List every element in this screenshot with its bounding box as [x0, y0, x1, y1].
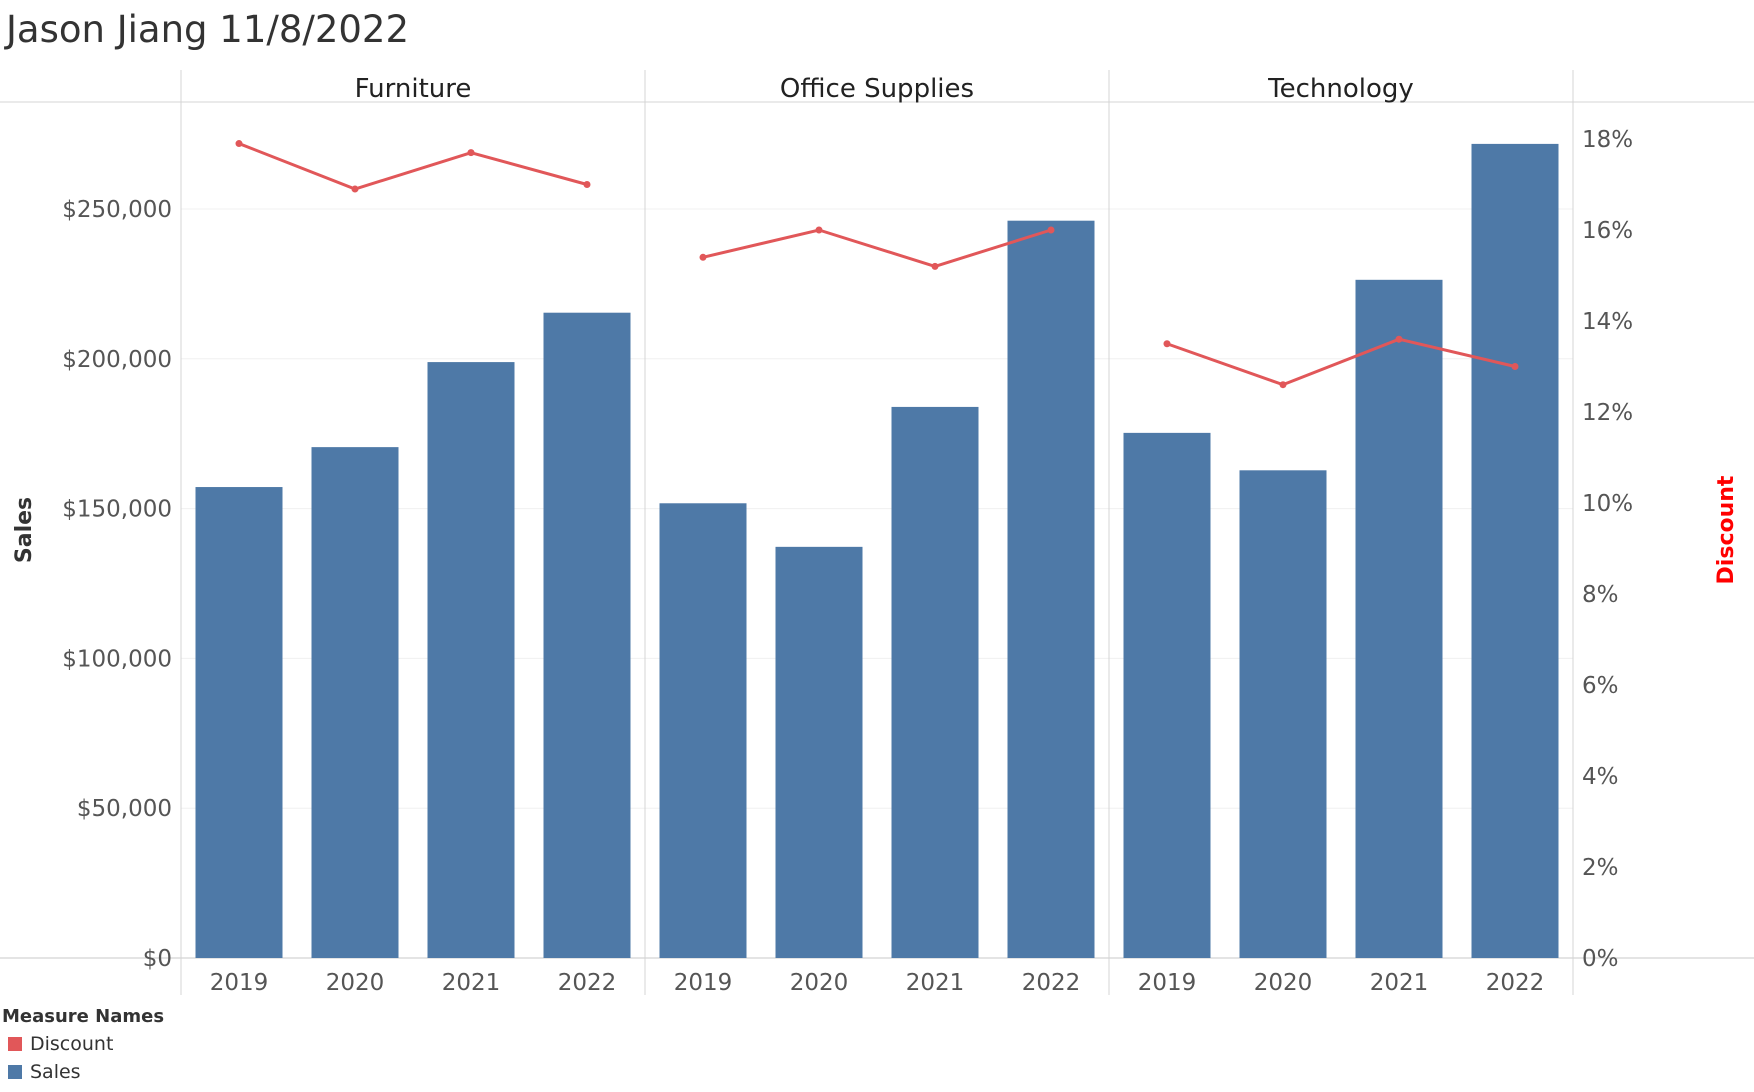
legend-label-sales: Sales	[30, 1061, 81, 1083]
y-right-tick-label-9: 18%	[1582, 127, 1633, 153]
x-tick-label-technology-2019: 2019	[1138, 970, 1197, 996]
discount-point-technology-2020	[1279, 381, 1287, 389]
bar-technology-2019	[1123, 432, 1211, 958]
x-tick-label-technology-2022: 2022	[1486, 970, 1545, 996]
y-right-tick-label-1: 2%	[1582, 855, 1619, 881]
y-left-axis-title: Sales	[12, 497, 37, 563]
y-right-axis-title: Discount	[1714, 475, 1739, 584]
bar-technology-2022	[1471, 143, 1559, 958]
discount-point-furniture-2021	[467, 149, 475, 157]
discount-point-technology-2021	[1395, 335, 1403, 343]
discount-point-furniture-2022	[583, 181, 591, 188]
bar-furniture-2021	[427, 362, 515, 958]
x-tick-label-technology-2020: 2020	[1254, 970, 1313, 996]
y-right-tick-label-3: 6%	[1582, 673, 1619, 699]
y-left-tick-label-4: $200,000	[62, 347, 172, 373]
legend: Measure Names Discount Sales	[2, 1006, 164, 1086]
discount-point-furniture-2020	[351, 185, 359, 193]
bar-technology-2021	[1355, 279, 1443, 958]
bar-furniture-2022	[543, 312, 631, 958]
panel-header-office-supplies: Office Supplies	[780, 74, 974, 104]
discount-point-office-supplies-2022	[1047, 226, 1055, 234]
discount-line-furniture	[238, 142, 588, 191]
bar-office-supplies-2021	[891, 406, 979, 958]
bar-office-supplies-2022	[1007, 220, 1095, 959]
x-tick-label-furniture-2021: 2021	[442, 970, 501, 996]
y-left-tick-label-2: $100,000	[62, 646, 172, 672]
legend-item-discount[interactable]: Discount	[2, 1030, 164, 1058]
bar-technology-2020	[1239, 470, 1327, 958]
x-tick-label-furniture-2020: 2020	[326, 970, 385, 996]
legend-swatch-sales	[8, 1065, 22, 1079]
y-left-tick-label-5: $250,000	[62, 197, 172, 223]
legend-item-sales[interactable]: Sales	[2, 1058, 164, 1086]
y-right-tick-label-4: 8%	[1582, 582, 1619, 608]
bar-office-supplies-2020	[775, 546, 863, 958]
discount-point-technology-2022	[1511, 363, 1519, 370]
x-tick-label-office-supplies-2019: 2019	[674, 970, 733, 996]
y-right-tick-label-0: 0%	[1582, 946, 1619, 972]
discount-line-technology	[1166, 337, 1516, 387]
discount-point-technology-2019	[1163, 340, 1171, 348]
x-tick-label-office-supplies-2022: 2022	[1022, 970, 1081, 996]
y-right-tick-label-2: 4%	[1582, 764, 1619, 790]
x-tick-label-office-supplies-2021: 2021	[906, 970, 965, 996]
discount-point-office-supplies-2020	[815, 226, 823, 234]
legend-label-discount: Discount	[30, 1033, 114, 1055]
bar-furniture-2019	[195, 487, 283, 958]
discount-point-office-supplies-2019	[699, 253, 707, 261]
page-title: Jason Jiang 11/8/2022	[6, 8, 409, 51]
x-tick-label-furniture-2022: 2022	[558, 970, 617, 996]
bar-furniture-2020	[311, 447, 399, 958]
y-left-tick-label-0: $0	[143, 946, 172, 972]
y-right-tick-label-5: 10%	[1582, 491, 1633, 517]
bar-office-supplies-2019	[659, 503, 747, 958]
y-left-tick-label-1: $50,000	[77, 796, 172, 822]
y-right-tick-label-7: 14%	[1582, 309, 1633, 335]
discount-line-office-supplies	[702, 228, 1052, 268]
discount-point-office-supplies-2021	[931, 262, 939, 270]
sales-discount-chart: Furniture 2019 2020 2021 2022 Office Supplies…	[0, 70, 1754, 996]
y-right-tick-label-8: 16%	[1582, 218, 1633, 244]
x-tick-label-furniture-2019: 2019	[210, 970, 269, 996]
x-tick-label-office-supplies-2020: 2020	[790, 970, 849, 996]
panel-header-furniture: Furniture	[355, 74, 472, 104]
x-tick-label-technology-2021: 2021	[1370, 970, 1429, 996]
legend-title: Measure Names	[2, 1006, 165, 1027]
discount-point-furniture-2019	[235, 140, 243, 148]
panel-header-technology: Technology	[1267, 74, 1414, 104]
y-right-tick-label-6: 12%	[1582, 400, 1633, 426]
legend-swatch-discount	[8, 1037, 22, 1051]
y-left-tick-label-3: $150,000	[62, 497, 172, 523]
